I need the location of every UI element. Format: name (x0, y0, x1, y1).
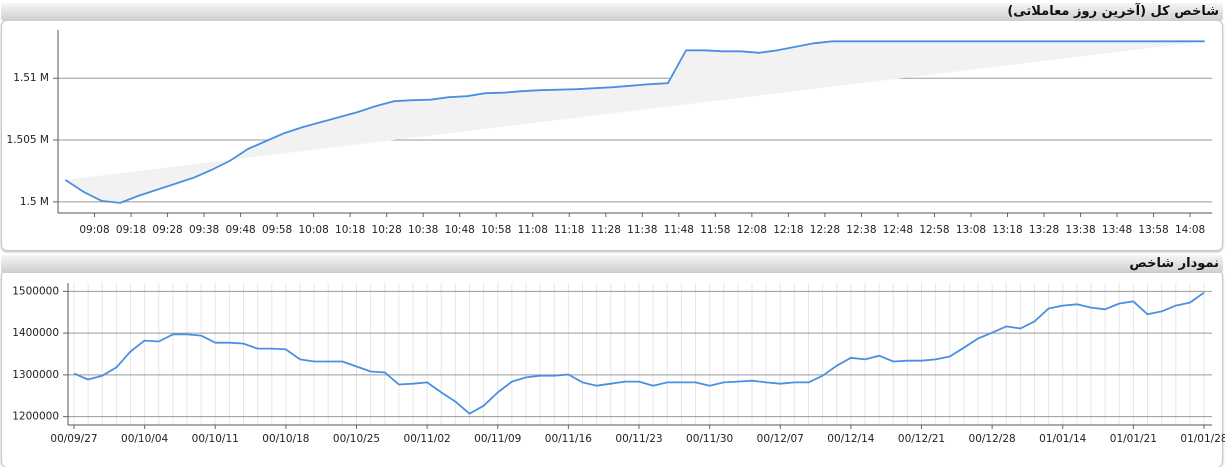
y-tick-label: 1.51 M (13, 72, 49, 84)
y-tick-label: 1200000 (12, 411, 59, 423)
x-tick-label: 14:08 (1175, 224, 1205, 236)
x-tick-label: 01/01/28 (1180, 433, 1225, 445)
index-line (64, 40, 1205, 204)
x-tick-label: 12:48 (883, 224, 913, 236)
x-tick-label: 13:48 (1102, 224, 1132, 236)
chart: 09:08 09:18 09:28 09:38 09:48 09:58 10:08 10:18… (7, 30, 1212, 236)
x-tick-label: 13:18 (992, 224, 1022, 236)
x-tick-label: 12:08 (737, 224, 767, 236)
x-tick-label: 00/11/16 (545, 433, 592, 445)
x-tick-label: 00/10/25 (333, 433, 380, 445)
x-tick-label: 00/09/27 (50, 433, 97, 445)
x-tick-label: 12:38 (846, 224, 876, 236)
y-tick-label: 1.505 M (7, 134, 49, 146)
x-tick-label: 09:48 (225, 224, 255, 236)
x-tick-label: 12:58 (919, 224, 949, 236)
x-tick-label: 10:18 (335, 224, 365, 236)
x-tick-label: 09:28 (152, 224, 182, 236)
x-tick-label: 09:18 (116, 224, 146, 236)
x-tick-label: 13:28 (1029, 224, 1059, 236)
x-tick-label: 00/10/18 (262, 433, 309, 445)
x-tick-label: 01/01/21 (1110, 433, 1157, 445)
x-tick-label: 13:38 (1065, 224, 1095, 236)
x-tick-label: 00/10/11 (192, 433, 239, 445)
x-tick-label: 00/12/14 (827, 433, 874, 445)
x-tick-label: 11:48 (664, 224, 694, 236)
x-tick-label: 13:58 (1138, 224, 1168, 236)
x-tick-label: 09:08 (79, 224, 109, 236)
panel (1, 270, 1223, 467)
index-line (73, 291, 1205, 415)
x-tick-label: 11:18 (554, 224, 584, 236)
x-tick-label: 10:28 (372, 224, 402, 236)
x-tick-label: 00/10/04 (121, 433, 168, 445)
x-tick-label: 13:08 (956, 224, 986, 236)
x-tick-label: 00/12/07 (757, 433, 804, 445)
x-tick-label: 09:58 (262, 224, 292, 236)
y-tick-label: 1.5 M (20, 196, 49, 208)
y-tick-label: 1500000 (12, 285, 59, 297)
x-tick-label: 00/11/30 (686, 433, 733, 445)
x-tick-label: 10:08 (299, 224, 329, 236)
x-tick-label: 10:58 (481, 224, 511, 236)
x-tick-label: 00/11/02 (404, 433, 451, 445)
x-tick-label: 00/12/21 (898, 433, 945, 445)
x-tick-label: 11:28 (591, 224, 621, 236)
y-tick-label: 1400000 (12, 327, 59, 339)
x-tick-label: 09:38 (189, 224, 219, 236)
x-tick-label: 11:38 (627, 224, 657, 236)
x-tick-label: 00/11/23 (615, 433, 662, 445)
x-tick-label: 12:28 (810, 224, 840, 236)
x-tick-label: 10:38 (408, 224, 438, 236)
x-tick-label: 00/12/28 (969, 433, 1016, 445)
x-tick-label: 10:48 (445, 224, 475, 236)
x-tick-label: 11:08 (518, 224, 548, 236)
x-tick-label: 12:18 (773, 224, 803, 236)
y-tick-label: 1300000 (12, 369, 59, 381)
x-tick-label: 11:58 (700, 224, 730, 236)
x-tick-label: 00/11/09 (474, 433, 521, 445)
panel-title: نمودار شاخص (1, 255, 1223, 273)
x-tick-label: 01/01/14 (1039, 433, 1086, 445)
panel-title: شاخص کل (آخرین روز معاملاتی) (1, 3, 1223, 21)
